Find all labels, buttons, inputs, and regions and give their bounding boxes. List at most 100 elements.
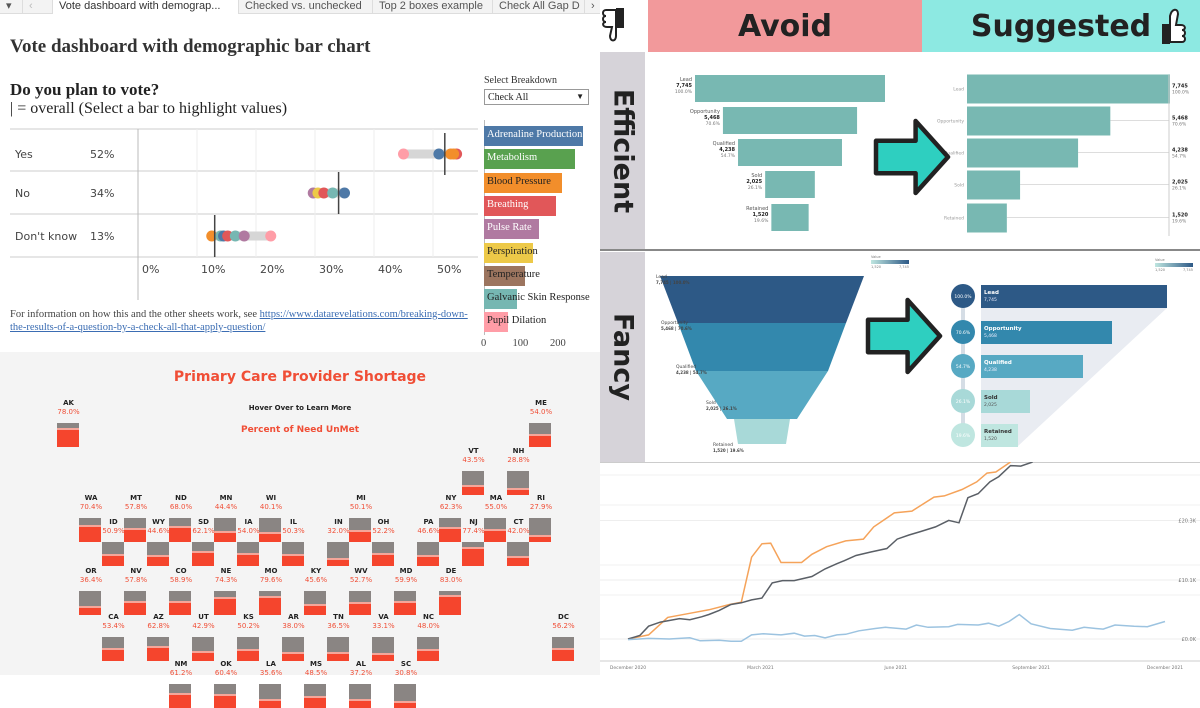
state-tile[interactable]: IN 32.0% <box>326 518 351 566</box>
state-tile[interactable]: KY 45.6% <box>304 567 328 615</box>
state-tile[interactable]: AR 38.0% <box>281 613 306 661</box>
state-tile[interactable]: CT 42.0% <box>506 518 531 566</box>
state-tile[interactable]: NJ 77.4% <box>461 518 486 566</box>
state-tile[interactable]: SD 62.1% <box>191 518 216 566</box>
state-tile[interactable]: AK 78.0% <box>56 399 81 447</box>
state-tile[interactable]: NM 61.2% <box>169 660 193 708</box>
tab-scroll-left-icon[interactable]: ‹ <box>22 0 44 14</box>
state-percent: 32.0% <box>327 527 350 535</box>
state-tile[interactable]: MD 59.9% <box>394 567 418 615</box>
breakdown-bar[interactable] <box>484 219 540 240</box>
state-tile[interactable]: ID 50.9% <box>101 518 126 566</box>
breakdown-dot <box>327 187 339 199</box>
map-hover-hint: Hover Over to Learn More <box>248 404 352 412</box>
state-tile[interactable]: LA 35.6% <box>259 660 283 708</box>
state-tile[interactable]: CO 58.9% <box>169 567 193 615</box>
state-percent: 44.4% <box>214 503 238 511</box>
breakdown-bar[interactable] <box>484 265 526 286</box>
tab-menu-dropdown-icon[interactable]: ▾ <box>6 0 12 12</box>
unmet-fill <box>394 600 416 615</box>
tab-top-2-boxes[interactable]: Top 2 boxes example <box>372 0 492 14</box>
state-tile[interactable]: CA 53.4% <box>101 613 126 661</box>
state-tile[interactable]: WV 52.7% <box>349 567 373 615</box>
state-tile[interactable]: MI 50.1% <box>349 494 373 542</box>
state-abbr: WY <box>152 518 165 526</box>
state-tile[interactable]: OK 60.4% <box>214 660 238 708</box>
state-tile[interactable]: DE 83.0% <box>439 567 463 615</box>
state-tile[interactable]: ME 54.0% <box>529 399 553 447</box>
unmet-bar <box>146 542 169 566</box>
state-tile[interactable]: MS 48.5% <box>304 660 328 708</box>
tab-scroll-right-icon[interactable]: › <box>584 0 600 14</box>
tab-checked-vs-unchecked[interactable]: Checked vs. unchecked <box>238 0 372 14</box>
state-tile[interactable]: NC 48.0% <box>416 613 441 661</box>
stage-value: 7,745 <box>1172 84 1188 90</box>
unmet-fill <box>326 558 349 566</box>
state-tile[interactable]: PA 46.6% <box>416 518 441 566</box>
state-percent: 52.7% <box>349 576 373 584</box>
breakdown-dot <box>229 230 241 242</box>
unmet-bar <box>371 542 394 566</box>
tab-vote-dashboard[interactable]: Vote dashboard with demograp... <box>52 0 238 14</box>
state-tile[interactable]: ND 68.0% <box>169 494 193 542</box>
state-tile[interactable]: KS 50.2% <box>236 613 261 661</box>
state-tile[interactable]: AZ 62.8% <box>146 613 171 661</box>
state-abbr: NE <box>220 567 232 575</box>
state-tile[interactable]: NV 57.8% <box>124 567 148 615</box>
unmet-bar <box>146 637 169 661</box>
state-tile[interactable]: OH 52.2% <box>371 518 396 566</box>
state-tile[interactable]: IL 50.3% <box>281 518 306 566</box>
state-tile[interactable]: WI 40.1% <box>259 494 283 542</box>
unmet-bar <box>169 591 191 615</box>
stage-value-percent: 5,468 | 70.6% <box>661 326 692 331</box>
footnote-link[interactable]: https://www.datarevelations.com/breaking… <box>10 309 468 333</box>
state-percent: 36.5% <box>327 622 350 630</box>
state-tile[interactable]: MT 57.8% <box>124 494 148 542</box>
breakdown-bar[interactable] <box>484 172 562 193</box>
unmet-bar <box>461 471 484 495</box>
state-abbr: CT <box>513 518 524 526</box>
unmet-fill <box>461 484 484 495</box>
unmet-fill <box>416 649 439 661</box>
breakdown-bar[interactable] <box>484 289 517 310</box>
state-abbr: NC <box>423 613 434 621</box>
state-tile[interactable]: NE 74.3% <box>214 567 238 615</box>
state-tile[interactable]: WA 70.4% <box>79 494 103 542</box>
breakdown-bar[interactable] <box>484 149 576 170</box>
state-tile[interactable]: RI 27.9% <box>529 494 553 542</box>
tab-check-all-gap[interactable]: Check All Gap D <box>492 0 584 14</box>
series-line <box>627 462 1033 640</box>
state-tile[interactable]: OR 36.4% <box>79 567 103 615</box>
state-tile[interactable]: VT 43.5% <box>461 447 486 495</box>
state-tile[interactable]: UT 42.9% <box>191 613 216 661</box>
state-tile[interactable]: MN 44.4% <box>214 494 238 542</box>
state-tile[interactable]: NH 28.8% <box>506 447 531 495</box>
state-tile[interactable]: VA 33.1% <box>371 613 396 661</box>
state-percent: 70.4% <box>79 503 103 511</box>
state-tile[interactable]: AL 37.2% <box>349 660 373 708</box>
state-tile[interactable]: NY 62.3% <box>439 494 463 542</box>
unmet-fill <box>214 597 236 615</box>
state-tile[interactable]: TN 36.5% <box>326 613 351 661</box>
unmet-fill <box>124 601 146 615</box>
state-tile[interactable]: WY 44.6% <box>146 518 171 566</box>
state-percent: 50.3% <box>282 527 305 535</box>
unmet-fill <box>394 700 416 708</box>
stage-value: 2,025 <box>1172 180 1188 186</box>
unmet-fill <box>461 547 484 566</box>
state-tile[interactable]: MA 55.0% <box>484 494 508 542</box>
unmet-fill <box>326 652 349 661</box>
state-abbr: DE <box>445 567 457 575</box>
select-breakdown-dropdown[interactable]: Check All ▼ <box>484 89 589 105</box>
breakdown-bar[interactable] <box>484 126 584 146</box>
breakdown-bar[interactable] <box>484 195 556 216</box>
unmet-bar <box>214 684 236 708</box>
state-tile[interactable]: DC 56.2% <box>551 613 576 661</box>
state-tile[interactable]: IA 54.0% <box>236 518 261 566</box>
state-tile[interactable]: SC 30.8% <box>394 660 418 708</box>
breakdown-bar[interactable] <box>484 242 533 263</box>
state-tile[interactable]: MO 79.6% <box>259 567 283 615</box>
breakdown-bar[interactable] <box>484 312 509 333</box>
x-tick-label: December 2020 <box>610 665 646 671</box>
state-percent: 48.5% <box>304 669 328 677</box>
